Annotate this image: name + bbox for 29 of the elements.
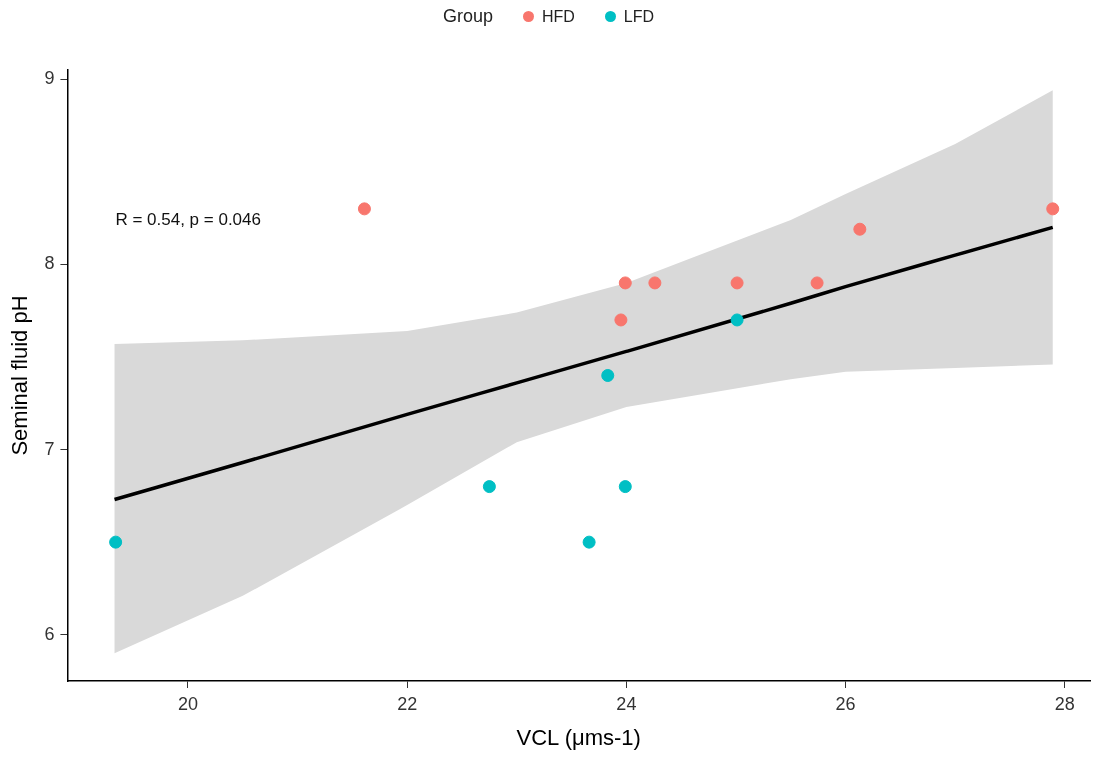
x-tick-label: 20 bbox=[177, 693, 198, 714]
point bbox=[601, 369, 615, 382]
x-tick-label: 28 bbox=[1054, 693, 1075, 714]
point bbox=[618, 276, 632, 290]
y-tick-label: 9 bbox=[44, 68, 55, 89]
point bbox=[109, 535, 123, 549]
legend-label: HFD bbox=[541, 7, 575, 26]
point bbox=[357, 202, 371, 216]
x-tick-label: 22 bbox=[397, 693, 418, 714]
point bbox=[730, 313, 744, 327]
point bbox=[810, 276, 824, 290]
x-tick-label: 24 bbox=[616, 693, 637, 714]
x-axis-title: VCL (μms-1) bbox=[516, 724, 641, 750]
y-tick-label: 6 bbox=[44, 623, 55, 644]
point bbox=[618, 480, 632, 494]
point bbox=[482, 480, 496, 494]
y-tick-label: 7 bbox=[44, 438, 55, 459]
point bbox=[614, 313, 628, 327]
point bbox=[582, 535, 596, 549]
point bbox=[1046, 202, 1060, 216]
point bbox=[648, 276, 662, 290]
point bbox=[853, 222, 867, 236]
x-tick-label: 26 bbox=[835, 693, 856, 714]
y-tick-label: 8 bbox=[44, 253, 55, 274]
annotation: R = 0.54, p = 0.046 bbox=[115, 209, 261, 229]
legend-title: Group bbox=[442, 6, 493, 27]
point bbox=[730, 276, 744, 290]
y-axis-title: Seminal fluid pH bbox=[7, 295, 33, 456]
legend-label: LFD bbox=[623, 7, 655, 26]
